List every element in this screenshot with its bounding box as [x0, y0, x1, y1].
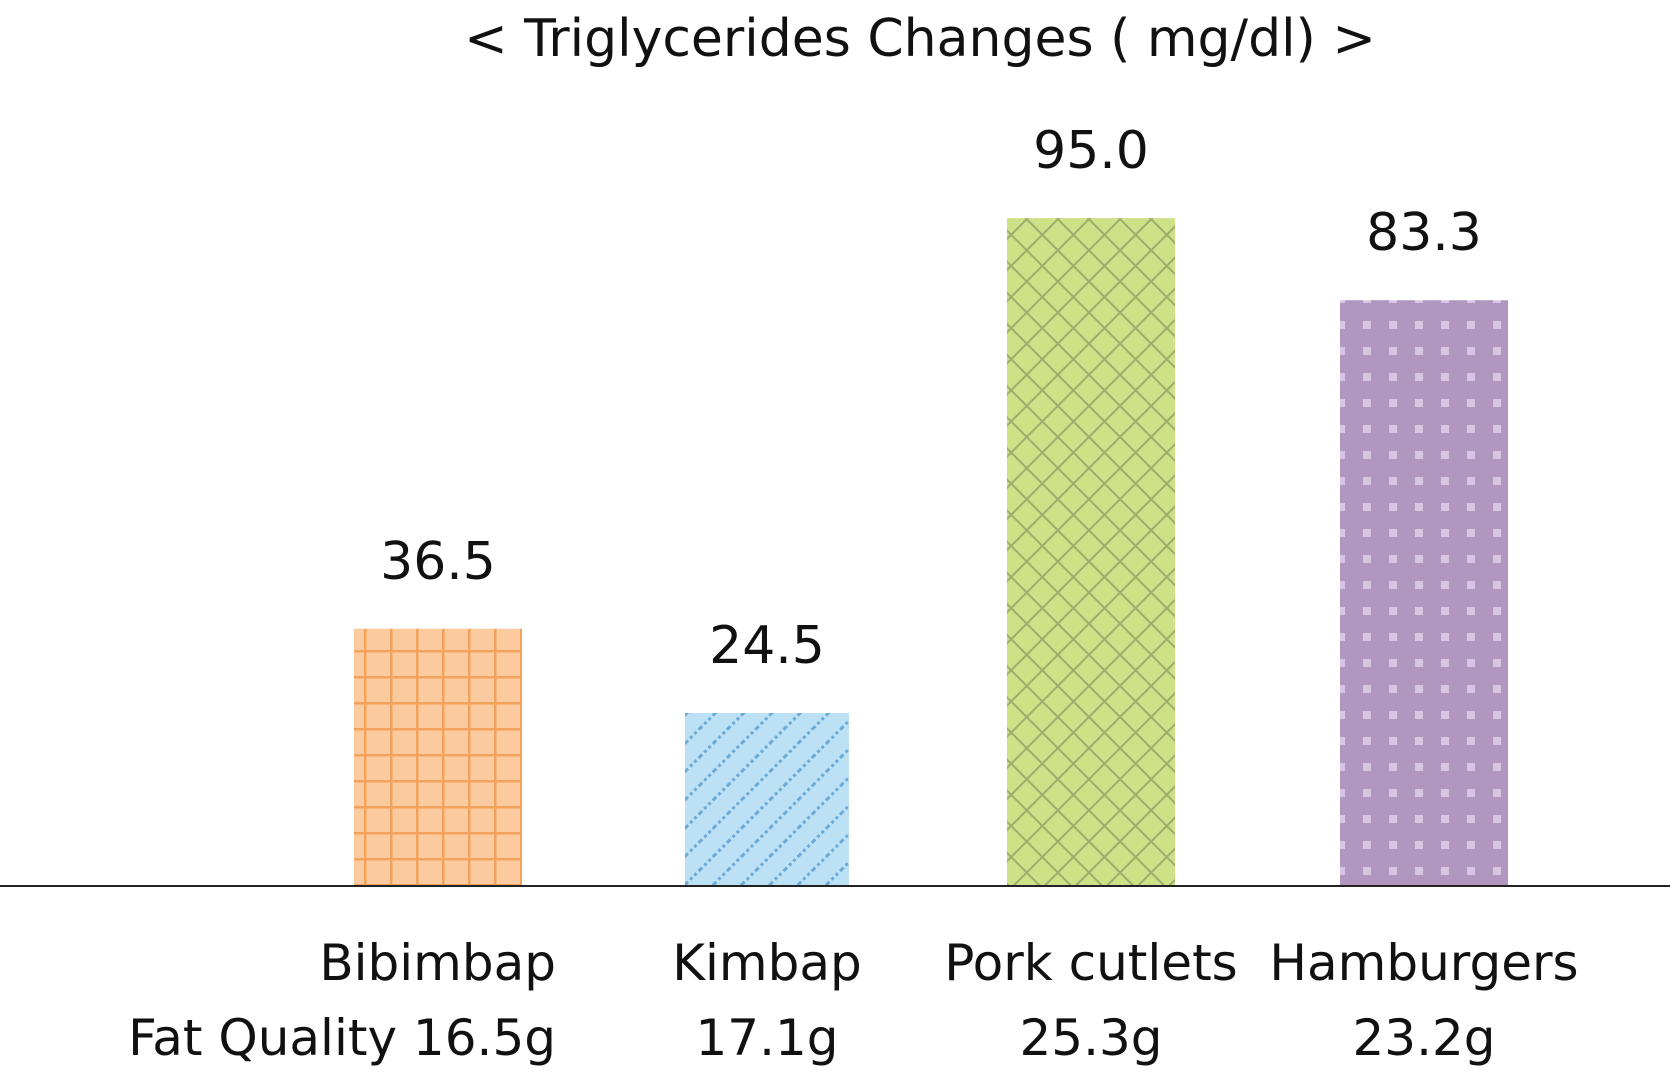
value-label-bibimbap: 36.5 — [380, 532, 496, 592]
category-labels-layer: Bibimbap Fat Quality 16.5g Kimbap 17.1g Pork… — [128, 934, 1579, 1067]
bar-kimbap — [685, 713, 849, 885]
value-label-kimbap: 24.5 — [709, 616, 825, 676]
bar-pork-cutlets — [1007, 218, 1175, 886]
bars-layer — [354, 218, 1508, 886]
fat-quality-label-pork-cutlets: 25.3g — [1019, 1009, 1162, 1067]
fat-quality-label-kimbap: 17.1g — [695, 1009, 838, 1067]
category-label-bibimbap: Bibimbap — [319, 934, 556, 992]
bar-bibimbap — [354, 628, 522, 885]
category-label-hamburgers: Hamburgers — [1269, 934, 1578, 992]
value-label-hamburgers: 83.3 — [1366, 203, 1482, 263]
value-label-pork-cutlets: 95.0 — [1033, 121, 1149, 181]
fat-quality-label-bibimbap: Fat Quality 16.5g — [128, 1009, 556, 1067]
fat-quality-label-hamburgers: 23.2g — [1352, 1009, 1495, 1067]
chart-title: < Triglycerides Changes ( mg/dl) > — [464, 9, 1376, 69]
category-label-pork-cutlets: Pork cutlets — [944, 934, 1237, 992]
category-label-kimbap: Kimbap — [672, 934, 862, 992]
bar-hamburgers — [1340, 300, 1508, 885]
value-labels-layer: 36.5 24.5 95.0 83.3 — [380, 121, 1482, 676]
